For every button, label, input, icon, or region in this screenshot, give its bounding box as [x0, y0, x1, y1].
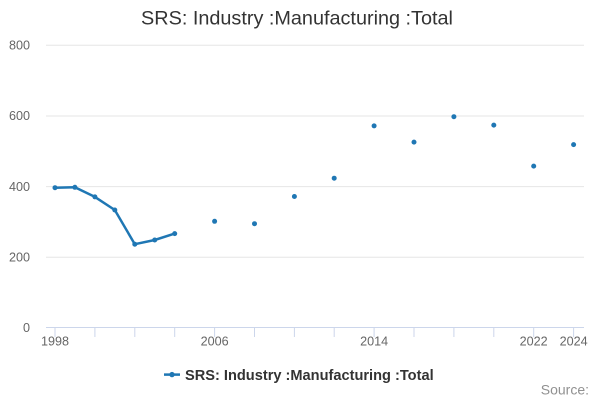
svg-text:2006: 2006	[201, 335, 229, 349]
svg-text:2014: 2014	[360, 335, 388, 349]
svg-text:Source:: Source:	[541, 382, 589, 398]
svg-text:800: 800	[9, 39, 30, 53]
svg-text:200: 200	[9, 251, 30, 265]
svg-text:600: 600	[9, 109, 30, 123]
svg-text:400: 400	[9, 180, 30, 194]
svg-text:2024: 2024	[560, 335, 588, 349]
svg-text:0: 0	[23, 321, 30, 335]
svg-text:1998: 1998	[41, 335, 69, 349]
svg-text:2022: 2022	[520, 335, 548, 349]
svg-text:SRS: Industry :Manufacturing :: SRS: Industry :Manufacturing :Total	[141, 7, 453, 29]
svg-text:SRS: Industry :Manufacturing :: SRS: Industry :Manufacturing :Total	[185, 368, 434, 384]
